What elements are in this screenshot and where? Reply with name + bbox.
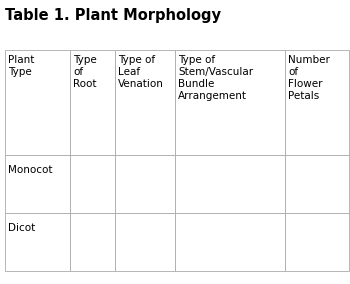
Bar xyxy=(115,213,175,271)
Bar xyxy=(115,50,175,155)
Bar xyxy=(70,50,115,155)
Text: Type of
Leaf
Venation: Type of Leaf Venation xyxy=(118,55,164,89)
Text: Table 1. Plant Morphology: Table 1. Plant Morphology xyxy=(5,8,221,23)
Text: Number
of
Flower
Petals: Number of Flower Petals xyxy=(288,55,330,101)
Bar xyxy=(70,213,115,271)
Bar xyxy=(285,213,349,271)
Text: Dicot: Dicot xyxy=(8,223,35,233)
Bar xyxy=(175,155,285,213)
Bar xyxy=(70,155,115,213)
Text: Plant
Type: Plant Type xyxy=(8,55,34,77)
Bar xyxy=(285,155,349,213)
Text: Type
of
Root: Type of Root xyxy=(73,55,97,89)
Bar xyxy=(175,213,285,271)
Bar xyxy=(285,50,349,155)
Bar xyxy=(5,50,70,155)
Bar xyxy=(5,155,70,213)
Text: Type of
Stem/Vascular
Bundle
Arrangement: Type of Stem/Vascular Bundle Arrangement xyxy=(178,55,253,101)
Bar xyxy=(115,155,175,213)
Bar xyxy=(5,213,70,271)
Bar xyxy=(175,50,285,155)
Text: Monocot: Monocot xyxy=(8,165,52,175)
